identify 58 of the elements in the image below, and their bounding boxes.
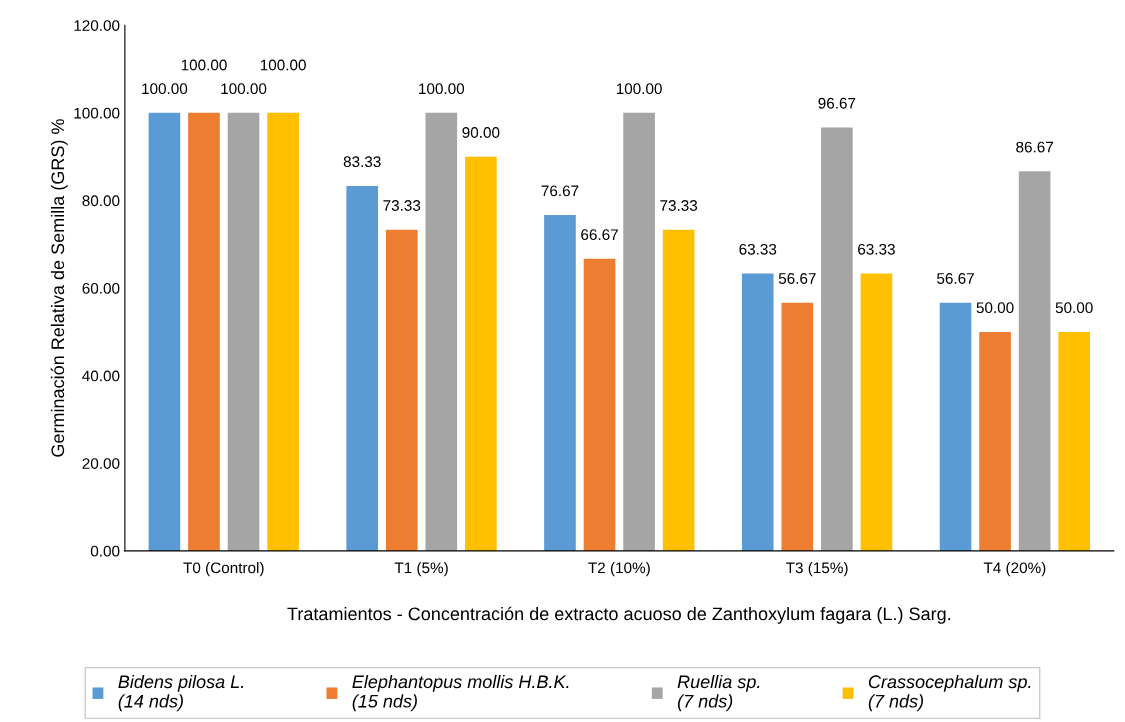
y-tick-label: 100.00 [74,107,120,119]
bar [623,112,655,551]
bar [188,112,220,551]
data-label: 50.00 [976,302,1014,314]
y-axis-title: Germinación Relativa de Semilla (GRS) % [50,119,68,457]
y-tick-label: 80.00 [82,195,120,207]
data-label: 56.67 [937,273,974,284]
bar [227,112,260,551]
data-label: 50.00 [1055,302,1093,314]
y-tick-label: 20.00 [82,458,120,469]
data-label: 73.33 [383,200,421,211]
legend-label: Elephantopus mollis H.B.K. (15 nds) [352,674,569,712]
bar [662,229,695,551]
data-label: 63.33 [858,243,895,255]
data-label: 83.33 [343,156,381,168]
data-label: 86.67 [1016,141,1053,153]
data-label: 100.00 [221,83,267,95]
x-tick-label: T1 (5%) [394,562,448,577]
bar [346,185,379,551]
x-tick-label: T0 (Control) [183,562,264,577]
bar [781,302,814,551]
y-tick-label: 120.00 [74,20,120,31]
bar [741,273,774,551]
y-tick-label: 60.00 [82,282,120,294]
legend-label: Ruellia sp. (7 nds) [677,674,760,712]
bar [465,156,497,551]
bar [821,127,853,551]
data-label: 96.67 [818,97,856,109]
legend-label: Bidens pilosa L. (14 nds) [118,674,244,712]
data-label: 66.67 [581,229,618,241]
data-label: 63.33 [739,243,777,255]
bar [939,302,972,551]
y-tick-label: 40.00 [82,370,120,382]
data-label: 90.00 [462,127,500,138]
x-axis-title: Tratamientos - Concentración de extracto acuoso de Zanthoxylum fagara (L.) Sarg. [287,606,951,624]
data-label: 100.00 [616,83,662,95]
bar [267,112,299,551]
bar [1018,171,1051,551]
bar [148,112,181,551]
x-tick-label: T3 (15%) [786,562,848,577]
data-label: 100.00 [142,83,188,95]
bar [979,331,1011,551]
data-label: 76.67 [541,185,579,197]
data-label: 100.00 [181,59,227,71]
y-tick-label: 0.00 [90,545,120,557]
data-label: 100.00 [260,59,306,71]
data-label: 56.67 [778,273,816,284]
bar [583,258,616,551]
legend-label: Crassocephalum sp. (7 nds) [868,674,1031,712]
x-tick-label: T2 (10%) [588,562,650,577]
x-tick-label: T4 (20%) [983,562,1046,577]
bar [860,273,893,551]
bar [385,229,418,551]
data-label: 73.33 [660,200,698,211]
bar [544,215,576,551]
bar [425,112,458,551]
data-label: 100.00 [419,83,465,95]
bar [1058,331,1091,551]
